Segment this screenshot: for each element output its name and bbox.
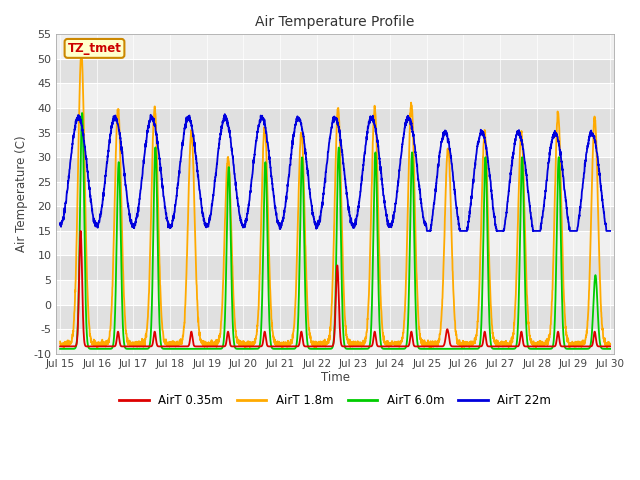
- Bar: [56, 157, 614, 182]
- Bar: [56, 231, 614, 255]
- Bar: [56, 305, 614, 329]
- Bar: [56, 255, 614, 280]
- Bar: [56, 329, 614, 354]
- Legend: AirT 0.35m, AirT 1.8m, AirT 6.0m, AirT 22m: AirT 0.35m, AirT 1.8m, AirT 6.0m, AirT 2…: [115, 389, 556, 412]
- Bar: [56, 35, 614, 59]
- Bar: [56, 280, 614, 305]
- Bar: [56, 182, 614, 206]
- Bar: [56, 84, 614, 108]
- X-axis label: Time: Time: [321, 372, 349, 384]
- Y-axis label: Air Temperature (C): Air Temperature (C): [15, 136, 28, 252]
- Text: TZ_tmet: TZ_tmet: [68, 42, 122, 55]
- Bar: [56, 132, 614, 157]
- Bar: [56, 59, 614, 84]
- Title: Air Temperature Profile: Air Temperature Profile: [255, 15, 415, 29]
- Bar: [56, 108, 614, 132]
- Bar: [56, 206, 614, 231]
